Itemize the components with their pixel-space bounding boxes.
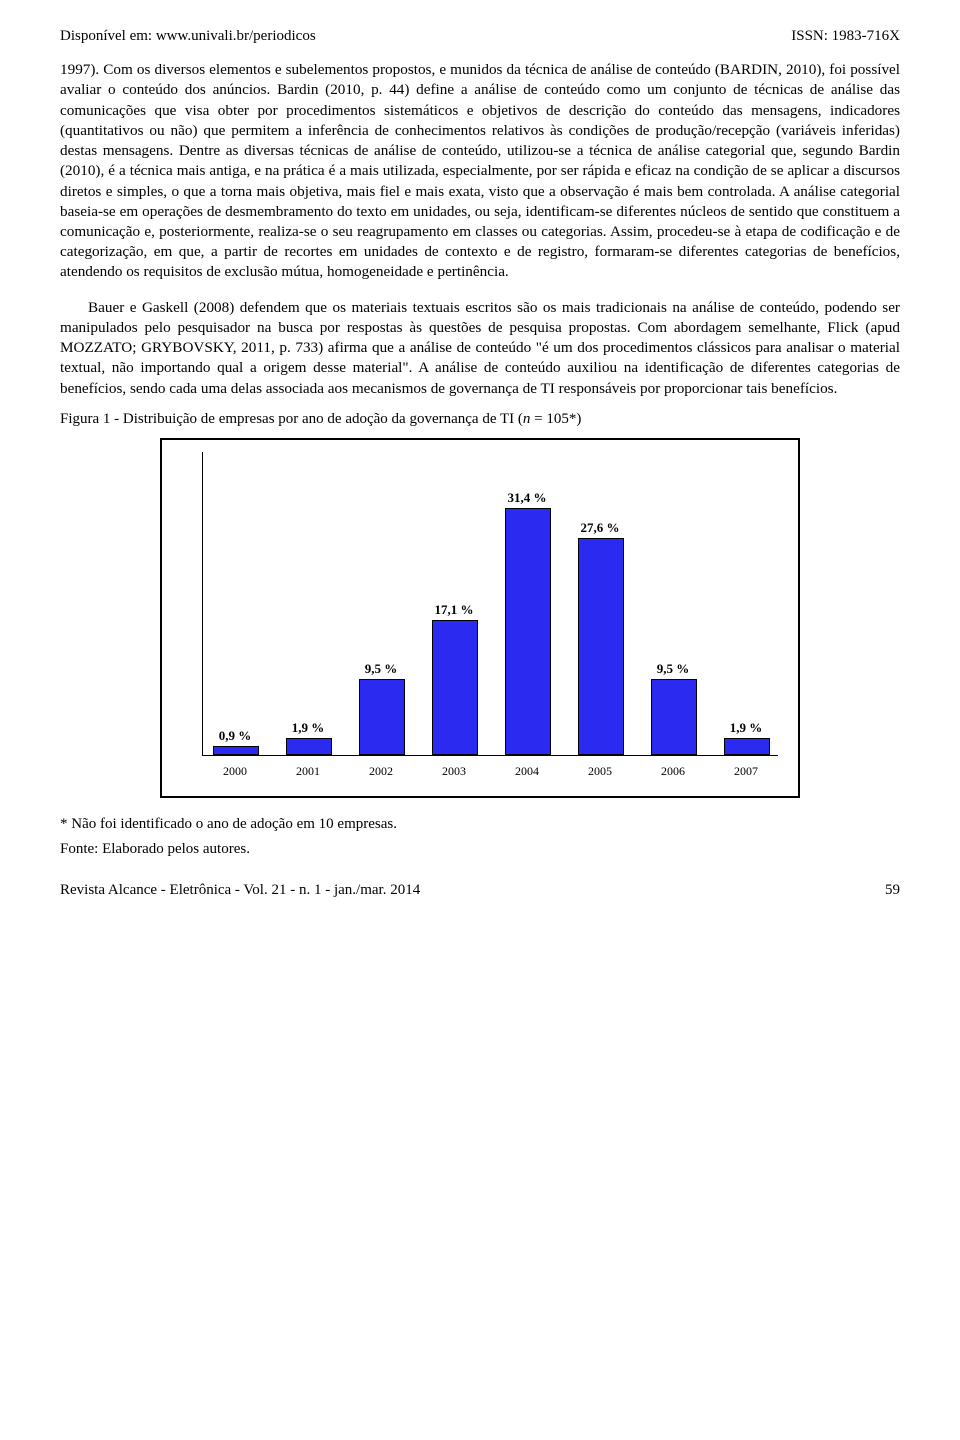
chart-x-label: 2002 bbox=[369, 764, 393, 779]
chart-x-label: 2003 bbox=[442, 764, 466, 779]
chart-bar bbox=[505, 508, 551, 755]
chart-bar-label: 9,5 % bbox=[657, 661, 690, 677]
chart-bar-label: 1,9 % bbox=[730, 720, 763, 736]
chart-bar bbox=[213, 746, 259, 755]
figure-caption-prefix: Figura 1 - Distribuição de empresas por … bbox=[60, 411, 523, 427]
chart-x-label: 2001 bbox=[296, 764, 320, 779]
chart-bar-label: 27,6 % bbox=[581, 520, 620, 536]
chart-bar bbox=[286, 738, 332, 755]
chart-x-label: 2005 bbox=[588, 764, 612, 779]
footer-left: Revista Alcance - Eletrônica - Vol. 21 -… bbox=[60, 882, 420, 899]
chart-bar-label: 17,1 % bbox=[435, 602, 474, 618]
chart-x-label: 2006 bbox=[661, 764, 685, 779]
header-right: ISSN: 1983-716X bbox=[791, 28, 900, 45]
paragraph-2-text: Bauer e Gaskell (2008) defendem que os m… bbox=[60, 299, 900, 397]
chart-x-label: 2000 bbox=[223, 764, 247, 779]
chart-x-label: 2004 bbox=[515, 764, 539, 779]
chart-bar bbox=[651, 679, 697, 755]
paragraph-1: 1997). Com os diversos elementos e subel… bbox=[60, 60, 900, 282]
paragraph-2: Bauer e Gaskell (2008) defendem que os m… bbox=[60, 298, 900, 399]
chart-bar bbox=[578, 538, 624, 755]
chart-container: 0,9 % 2000 1,9 % 2001 9,5 % 2002 17,1 % 2003 31,… bbox=[160, 438, 800, 798]
footer-page-number: 59 bbox=[885, 882, 900, 899]
header-left: Disponível em: www.univali.br/periodicos bbox=[60, 28, 316, 45]
figure-caption-suffix: = 105*) bbox=[530, 411, 581, 427]
chart-bar bbox=[432, 620, 478, 755]
chart-x-label: 2007 bbox=[734, 764, 758, 779]
chart-bar-label: 0,9 % bbox=[219, 728, 252, 744]
chart-bar bbox=[724, 738, 770, 755]
figure-note: * Não foi identificado o ano de adoção e… bbox=[60, 816, 900, 833]
chart-bar-label: 31,4 % bbox=[508, 490, 547, 506]
chart-bar-label: 1,9 % bbox=[292, 720, 325, 736]
chart-bar bbox=[359, 679, 405, 755]
chart-bar-label: 9,5 % bbox=[365, 661, 398, 677]
figure-caption: Figura 1 - Distribuição de empresas por … bbox=[60, 411, 900, 428]
figure-source: Fonte: Elaborado pelos autores. bbox=[60, 841, 900, 858]
chart-plot-area: 0,9 %20001,9 %20019,5 %200217,1 %200331,… bbox=[202, 452, 778, 756]
